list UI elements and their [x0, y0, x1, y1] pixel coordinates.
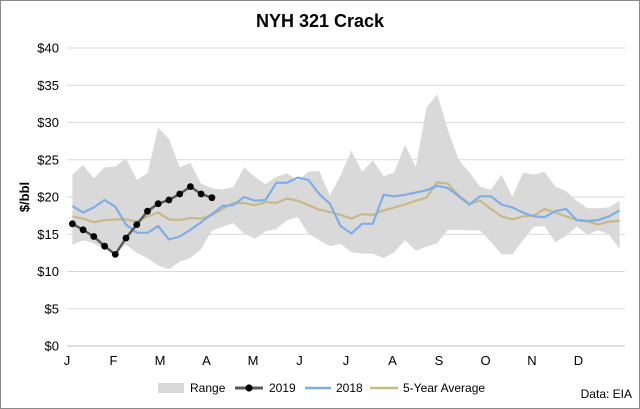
series-line-5-year-average: [72, 181, 620, 226]
legend-label-2019: 2019: [269, 381, 296, 395]
data-point-2019: [79, 226, 87, 234]
source-note: Data: EIA: [581, 387, 632, 401]
x-tick-label: A: [388, 353, 397, 368]
y-tick-label: $25: [37, 152, 59, 167]
y-tick-label: $10: [37, 264, 59, 279]
x-tick-label: J: [296, 353, 303, 368]
legend-item-5-year-average: 5-Year Average: [370, 381, 485, 395]
data-point-2019: [111, 251, 119, 258]
y-tick-label: $35: [37, 78, 59, 93]
range-band: [72, 94, 620, 270]
legend-swatch-range: [158, 383, 184, 393]
y-axis-title: $/bbl: [17, 182, 32, 212]
x-tick-label: O: [480, 353, 490, 368]
x-tick-label: D: [574, 353, 583, 368]
legend-marker-2019: [245, 384, 253, 392]
y-tick-label: $0: [45, 339, 59, 354]
data-point-2019: [154, 200, 162, 208]
data-point-2019: [133, 221, 141, 229]
legend: Range 2019 2018 5-Year Average: [158, 381, 485, 395]
x-tick-label: A: [202, 353, 211, 368]
data-point-2019: [101, 242, 108, 250]
x-tick-label: M: [248, 353, 259, 368]
legend-label-range: Range: [190, 381, 226, 395]
series-line-2018: [71, 176, 621, 241]
data-point-2019: [122, 234, 130, 242]
data-point-2019: [197, 190, 205, 198]
legend-item-2019: 2019: [235, 381, 296, 395]
data-point-2019: [208, 194, 216, 202]
y-tick-label: $30: [37, 115, 59, 130]
range-band-layer: [72, 94, 620, 270]
data-point-2019: [69, 220, 76, 228]
data-point-2019: [144, 207, 151, 215]
legend-label-2018: 2018: [336, 381, 363, 395]
legend-label-5-year-average: 5-Year Average: [403, 381, 485, 395]
y-tick-label: $20: [37, 190, 59, 205]
y-axis-ticks: $0 $5 $10 $15 $20 $25 $30 $35 $40: [37, 41, 59, 354]
x-tick-label: F: [110, 353, 118, 368]
data-point-2019: [90, 233, 98, 240]
x-tick-label: J: [343, 353, 350, 368]
x-tick-label: N: [527, 353, 536, 368]
data-point-2019: [165, 196, 173, 204]
data-point-2019: [187, 183, 194, 191]
x-tick-label: J: [64, 353, 71, 368]
x-tick-label: S: [435, 353, 444, 368]
y-tick-label: $5: [45, 301, 59, 316]
y-tick-label: $15: [37, 227, 59, 242]
data-point-2019: [176, 190, 184, 198]
legend-item-range: Range: [158, 381, 226, 395]
marker-layer: [69, 183, 216, 258]
y-tick-label: $40: [37, 41, 59, 56]
chart-title: NYH 321 Crack: [256, 11, 385, 31]
x-tick-label: M: [155, 353, 166, 368]
legend-item-2018: 2018: [305, 381, 363, 395]
